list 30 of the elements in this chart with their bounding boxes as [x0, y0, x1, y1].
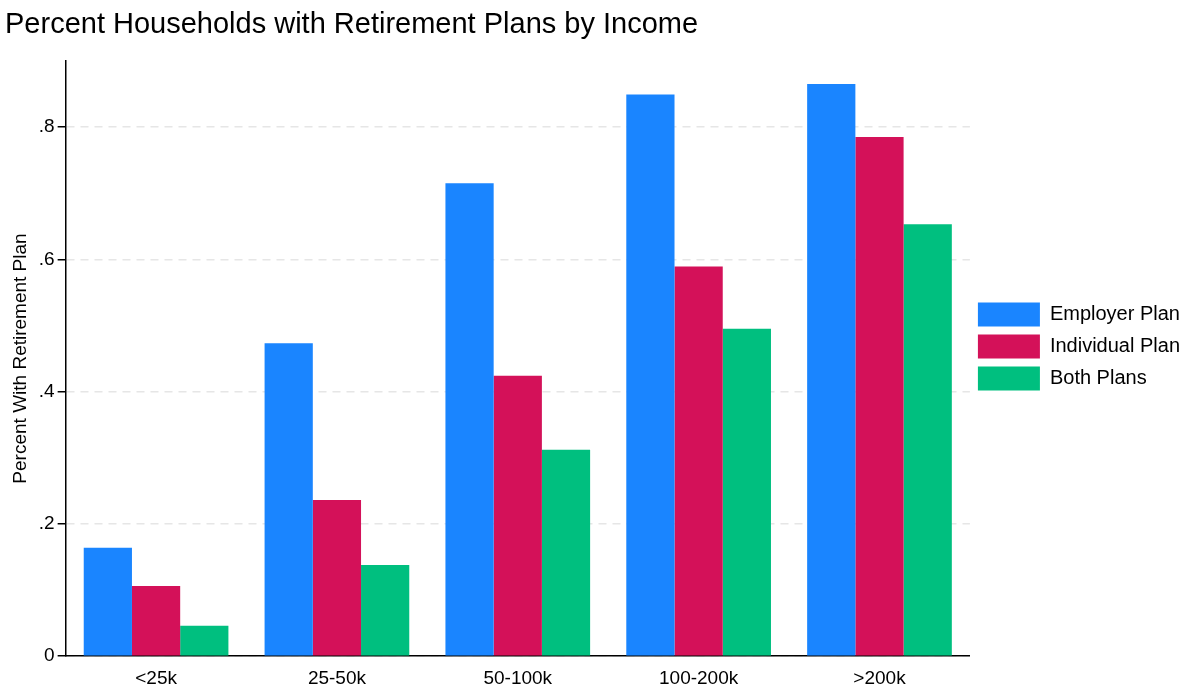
x-tick-label: >200k — [853, 666, 907, 688]
y-axis-title: Percent With Retirement Plan — [8, 233, 30, 484]
bar — [674, 266, 723, 656]
bar — [493, 375, 542, 656]
bar — [855, 136, 904, 656]
y-tick-label: .2 — [38, 512, 55, 534]
legend-label: Individual Plan — [1049, 334, 1181, 357]
bar — [131, 586, 181, 656]
bar — [264, 343, 313, 656]
bar — [722, 328, 771, 656]
bar — [445, 183, 494, 656]
y-tick-label: .6 — [38, 247, 55, 269]
x-tick-label: 50-100k — [483, 666, 553, 688]
chart-title: Percent Households with Retirement Plans by Income — [5, 7, 699, 40]
legend-label: Employer Plan — [1049, 302, 1180, 325]
y-tick-label: .4 — [38, 379, 56, 401]
x-tick-label: <25k — [135, 666, 178, 688]
bar — [541, 449, 591, 656]
bar — [807, 83, 856, 656]
x-tick-label: 25-50k — [307, 666, 367, 688]
y-tick-label: 0 — [44, 644, 55, 666]
bar — [361, 564, 410, 656]
x-tick-label: 100-200k — [659, 666, 739, 688]
bar — [180, 625, 229, 656]
bar — [312, 500, 362, 656]
bar — [626, 94, 675, 656]
legend-label: Both Plans — [1049, 366, 1147, 389]
y-tick-label: .8 — [38, 115, 55, 137]
bar — [83, 547, 132, 656]
bar — [903, 224, 952, 656]
